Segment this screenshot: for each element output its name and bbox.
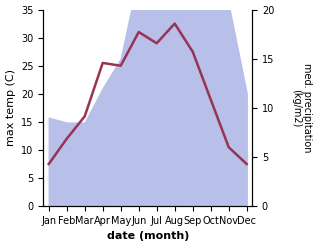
Y-axis label: max temp (C): max temp (C) <box>5 69 16 146</box>
Y-axis label: med. precipitation
(kg/m2): med. precipitation (kg/m2) <box>291 63 313 153</box>
X-axis label: date (month): date (month) <box>107 231 189 242</box>
